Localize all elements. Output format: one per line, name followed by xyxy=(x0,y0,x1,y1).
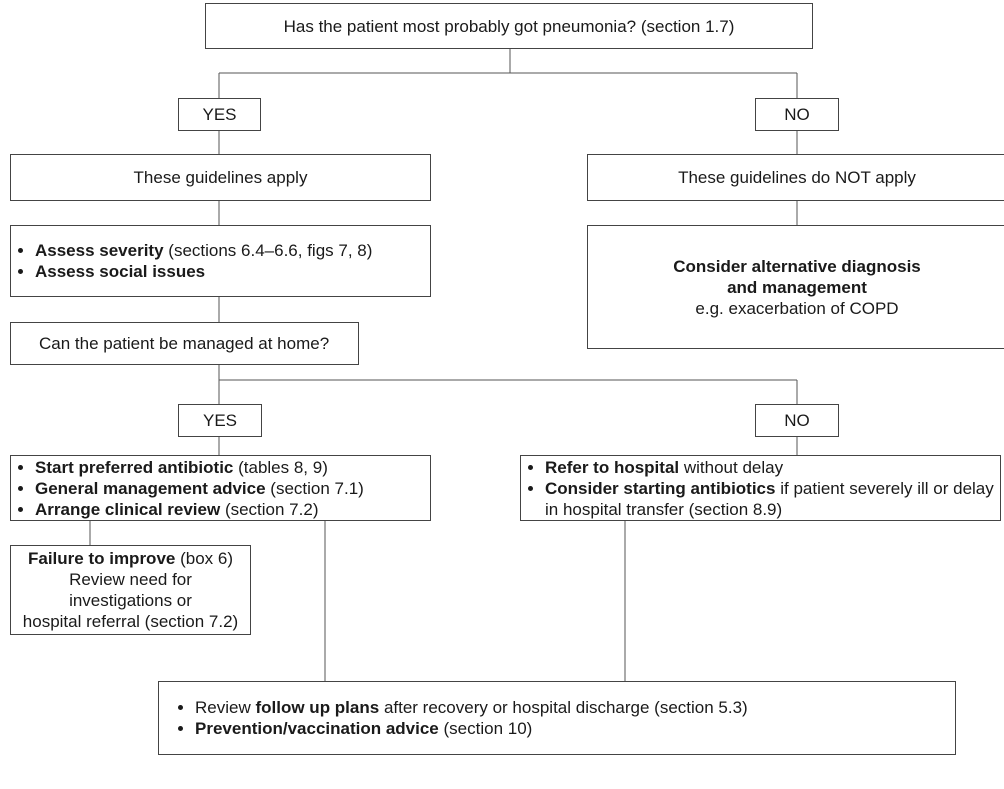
bullet-item: Assess severity (sections 6.4–6.6, figs … xyxy=(35,240,372,261)
alternative-box: Consider alternative diagnosis and manag… xyxy=(587,225,1004,349)
assess-box: Assess severity (sections 6.4–6.6, figs … xyxy=(10,225,431,297)
bold-text: Arrange clinical review xyxy=(35,499,221,519)
text: (section 7.2) xyxy=(224,499,319,519)
hospital-actions-box: Refer to hospital without delayConsider … xyxy=(520,455,1001,521)
failure-line: hospital referral (section 7.2) xyxy=(22,612,239,631)
bold-text: follow up plans xyxy=(255,698,380,717)
answer-box: NO xyxy=(755,98,839,131)
bullet-item: Arrange clinical review (section 7.2) xyxy=(35,499,364,520)
alternative-line: and management xyxy=(727,277,867,297)
hospital-actions-list: Refer to hospital without delayConsider … xyxy=(529,457,1000,520)
bold-text: Prevention/vaccination advice xyxy=(195,719,439,738)
no-label: NO xyxy=(784,105,810,124)
home-actions-list: Start preferred antibiotic (tables 8, 9)… xyxy=(19,457,364,520)
failure-box: Failure to improve (box 6) Review need f… xyxy=(10,545,251,635)
bold-text: Consider starting antibiotics xyxy=(545,478,776,498)
bold-text: Failure to improve xyxy=(27,549,176,568)
bold-text: General management advice xyxy=(35,478,266,498)
bullet-item: Prevention/vaccination advice (section 1… xyxy=(195,718,748,739)
bullet-item: Start preferred antibiotic (tables 8, 9) xyxy=(35,457,364,478)
text: if patient severely ill or delay in hosp… xyxy=(545,478,994,519)
bold-text: Refer to hospital xyxy=(545,457,680,477)
text: (section 7.1) xyxy=(270,478,364,498)
applies: These guidelines apply xyxy=(133,168,308,187)
yes-label: YES xyxy=(202,411,238,430)
text: (section 10) xyxy=(443,719,533,738)
question: Has the patient most probably got pneumo… xyxy=(283,16,735,36)
bullet-item: Refer to hospital without delay xyxy=(545,457,1000,478)
answer-box: NO xyxy=(755,404,839,437)
failure-line: investigations or xyxy=(69,591,192,610)
bold-text: Start preferred antibiotic xyxy=(35,457,234,477)
home-actions-box: Start preferred antibiotic (tables 8, 9)… xyxy=(10,455,431,521)
bullet-item: General management advice (section 7.1) xyxy=(35,478,364,499)
failure-line: Review need for xyxy=(69,570,192,589)
alternative-line: Consider alternative diagnosis xyxy=(673,256,921,276)
yes-label: YES xyxy=(202,105,237,124)
text: (box 6) xyxy=(180,549,234,568)
text: without delay xyxy=(683,457,784,477)
home-question: Can the patient be managed at home? xyxy=(39,334,330,353)
alternative-note: e.g. exacerbation of COPD xyxy=(695,298,899,318)
not-applies-box: These guidelines do NOT apply xyxy=(587,154,1004,201)
assess-list: Assess severity (sections 6.4–6.6, figs … xyxy=(19,240,372,282)
answer-box: YES xyxy=(178,404,262,437)
text: (tables 8, 9) xyxy=(238,457,328,477)
bold-text: Assess social issues xyxy=(35,262,206,281)
applies-box: These guidelines apply xyxy=(10,154,431,201)
no-label: NO xyxy=(784,411,810,430)
text: Review xyxy=(195,698,251,717)
bullet-item: Review follow up plans after recovery or… xyxy=(195,697,748,718)
bullet-item: Assess social issues xyxy=(35,261,372,282)
not-applies: These guidelines do NOT apply xyxy=(678,168,916,187)
failure-heading: Failure to improve (box 6) xyxy=(28,548,233,569)
final-actions-list: Review follow up plans after recovery or… xyxy=(179,697,748,739)
question-box: Has the patient most probably got pneumo… xyxy=(205,3,813,49)
text: (sections 6.4–6.6, figs 7, 8) xyxy=(168,241,373,260)
home-question-box: Can the patient be managed at home? xyxy=(10,322,359,365)
bold-text: Assess severity xyxy=(35,241,164,260)
bullet-item: Consider starting antibiotics if patient… xyxy=(545,478,1000,520)
final-actions-box: Review follow up plans after recovery or… xyxy=(158,681,956,755)
answer-box: YES xyxy=(178,98,261,131)
text: after recovery or hospital discharge (se… xyxy=(383,698,748,717)
